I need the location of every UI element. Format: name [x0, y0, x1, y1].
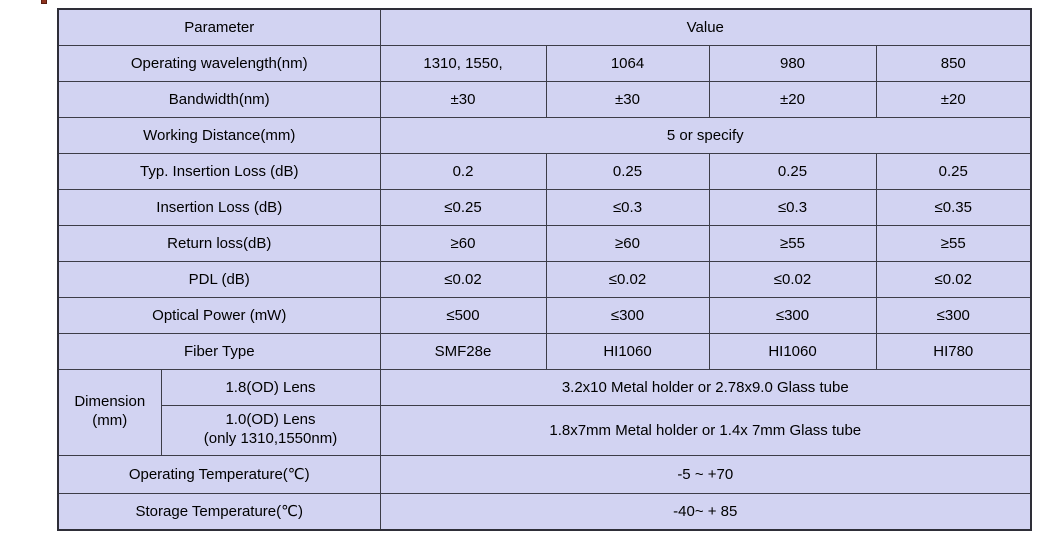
dimension-label-line2: (mm) [92, 412, 128, 429]
param-cell: Bandwidth(nm) [57, 80, 381, 118]
value-cell: ≤300 [875, 296, 1032, 334]
value-cell: ≤500 [379, 296, 547, 334]
value-cell: HI1060 [545, 332, 710, 370]
value-cell: ±30 [379, 80, 547, 118]
table-row-working-distance: Working Distance(mm) 5 or specify [57, 116, 1032, 154]
param-cell: Storage Temperature(℃) [57, 492, 381, 531]
table-row-typ-insertion-loss: Typ. Insertion Loss (dB) 0.2 0.25 0.25 0… [57, 152, 1032, 190]
value-cell: ≤0.02 [545, 260, 710, 298]
value-cell: ≥60 [379, 224, 547, 262]
value-cell: ≤0.02 [379, 260, 547, 298]
param-cell: Operating wavelength(nm) [57, 44, 381, 82]
value-cell: ≤0.3 [708, 188, 877, 226]
header-value: Value [379, 8, 1032, 46]
value-cell-merged: 1.8x7mm Metal holder or 1.4x 7mm Glass t… [379, 404, 1032, 456]
param-cell: Insertion Loss (dB) [57, 188, 381, 226]
param-cell: PDL (dB) [57, 260, 381, 298]
value-cell: 0.2 [379, 152, 547, 190]
table-row-operating-temperature: Operating Temperature(℃) -5 ~ +70 [57, 454, 1032, 494]
table-row-insertion-loss: Insertion Loss (dB) ≤0.25 ≤0.3 ≤0.3 ≤0.3… [57, 188, 1032, 226]
param-cell: Optical Power (mW) [57, 296, 381, 334]
dimension-label-cell: Dimension (mm) [57, 368, 162, 456]
table-row-bandwidth: Bandwidth(nm) ±30 ±30 ±20 ±20 [57, 80, 1032, 118]
cropped-heading-fragment [41, 0, 47, 4]
value-cell: 0.25 [708, 152, 877, 190]
value-cell: ≤0.3 [545, 188, 710, 226]
value-cell: ≥55 [875, 224, 1032, 262]
lens-label-line1: 1.0(OD) Lens [225, 411, 316, 429]
value-cell: ≤300 [545, 296, 710, 334]
lens-cell: 1.0(OD) Lens (only 1310,1550nm) [160, 404, 381, 456]
table-row-optical-power: Optical Power (mW) ≤500 ≤300 ≤300 ≤300 [57, 296, 1032, 334]
value-cell: HI780 [875, 332, 1032, 370]
value-cell: ≤0.25 [379, 188, 547, 226]
specification-table: Parameter Value Operating wavelength(nm)… [57, 8, 1033, 531]
lens-label-line2: (only 1310,1550nm) [203, 430, 338, 447]
param-cell: Operating Temperature(℃) [57, 454, 381, 494]
value-cell: 1310, 1550, [379, 44, 547, 82]
table-row-pdl: PDL (dB) ≤0.02 ≤0.02 ≤0.02 ≤0.02 [57, 260, 1032, 298]
value-cell: 980 [708, 44, 877, 82]
value-cell: ≥55 [708, 224, 877, 262]
value-cell-merged: -40~ + 85 [379, 492, 1032, 531]
value-cell: ≤0.02 [708, 260, 877, 298]
value-cell-merged: 3.2x10 Metal holder or 2.78x9.0 Glass tu… [379, 368, 1032, 406]
value-cell: SMF28e [379, 332, 547, 370]
param-cell: Return loss(dB) [57, 224, 381, 262]
value-cell: 1064 [545, 44, 710, 82]
value-cell: ±20 [708, 80, 877, 118]
table-header-row: Parameter Value [57, 8, 1032, 46]
param-cell: Working Distance(mm) [57, 116, 381, 154]
param-cell: Typ. Insertion Loss (dB) [57, 152, 381, 190]
value-cell: ≤300 [708, 296, 877, 334]
value-cell: HI1060 [708, 332, 877, 370]
value-cell: ≤0.02 [875, 260, 1032, 298]
value-cell: 0.25 [875, 152, 1032, 190]
table-row-fiber-type: Fiber Type SMF28e HI1060 HI1060 HI780 [57, 332, 1032, 370]
value-cell: ±20 [875, 80, 1032, 118]
header-parameter: Parameter [57, 8, 381, 46]
table-row-dimension-18od: Dimension (mm) 1.8(OD) Lens 3.2x10 Metal… [57, 368, 1032, 456]
dimension-label-line1: Dimension [74, 393, 146, 411]
table-row-storage-temperature: Storage Temperature(℃) -40~ + 85 [57, 492, 1032, 531]
value-cell: 0.25 [545, 152, 710, 190]
param-cell: Fiber Type [57, 332, 381, 370]
value-cell: 850 [875, 44, 1032, 82]
value-cell-merged: 5 or specify [379, 116, 1032, 154]
value-cell: ±30 [545, 80, 710, 118]
value-cell-merged: -5 ~ +70 [379, 454, 1032, 494]
value-cell: ≥60 [545, 224, 710, 262]
lens-cell: 1.8(OD) Lens [160, 368, 381, 406]
table-row-dimension-10od: 1.0(OD) Lens (only 1310,1550nm) 1.8x7mm … [58, 404, 1032, 456]
table-row-operating-wavelength: Operating wavelength(nm) 1310, 1550, 106… [57, 44, 1032, 82]
table-row-return-loss: Return loss(dB) ≥60 ≥60 ≥55 ≥55 [57, 224, 1032, 262]
value-cell: ≤0.35 [875, 188, 1032, 226]
